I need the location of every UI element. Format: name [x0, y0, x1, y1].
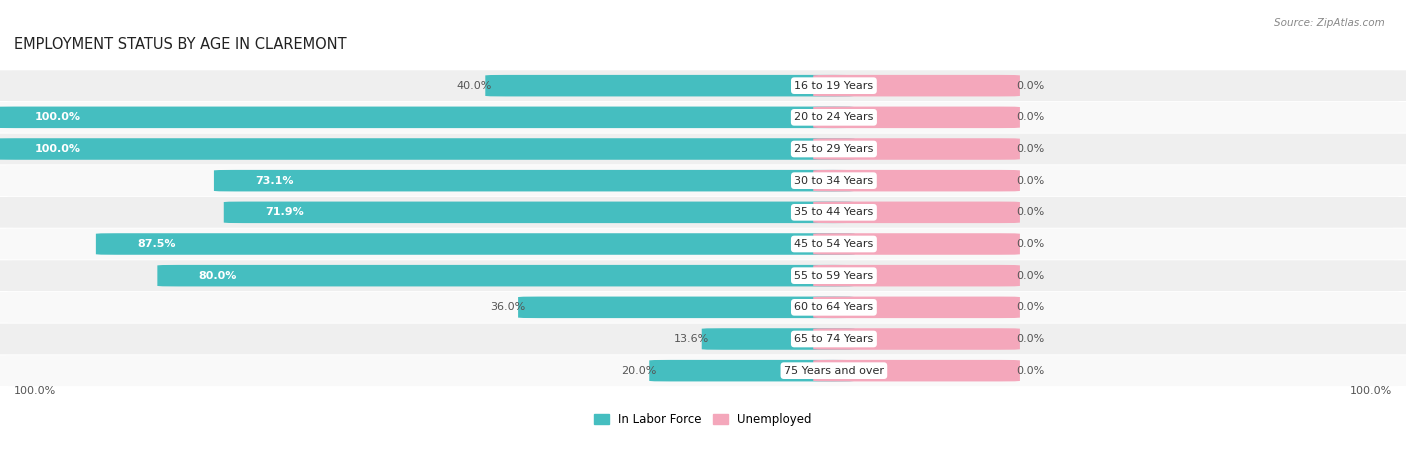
Text: 80.0%: 80.0%	[198, 270, 238, 281]
Text: 0.0%: 0.0%	[1015, 302, 1045, 312]
FancyBboxPatch shape	[813, 265, 1019, 287]
Text: 45 to 54 Years: 45 to 54 Years	[794, 239, 873, 249]
FancyBboxPatch shape	[0, 197, 1406, 228]
Text: Source: ZipAtlas.com: Source: ZipAtlas.com	[1274, 18, 1385, 28]
FancyBboxPatch shape	[813, 297, 1019, 318]
FancyBboxPatch shape	[96, 233, 855, 255]
Text: 16 to 19 Years: 16 to 19 Years	[794, 81, 873, 90]
FancyBboxPatch shape	[224, 202, 855, 223]
FancyBboxPatch shape	[702, 328, 855, 350]
FancyBboxPatch shape	[0, 229, 1406, 259]
Text: 100.0%: 100.0%	[35, 112, 80, 122]
Text: 0.0%: 0.0%	[1015, 81, 1045, 90]
Text: 40.0%: 40.0%	[457, 81, 492, 90]
Legend: In Labor Force, Unemployed: In Labor Force, Unemployed	[589, 409, 817, 431]
Text: 20.0%: 20.0%	[621, 366, 657, 376]
Text: 0.0%: 0.0%	[1015, 270, 1045, 281]
FancyBboxPatch shape	[517, 297, 855, 318]
FancyBboxPatch shape	[0, 134, 1406, 164]
Text: 36.0%: 36.0%	[489, 302, 524, 312]
Text: EMPLOYMENT STATUS BY AGE IN CLAREMONT: EMPLOYMENT STATUS BY AGE IN CLAREMONT	[14, 37, 347, 52]
FancyBboxPatch shape	[0, 138, 855, 160]
Text: 73.1%: 73.1%	[256, 176, 294, 186]
Text: 20 to 24 Years: 20 to 24 Years	[794, 112, 873, 122]
FancyBboxPatch shape	[813, 233, 1019, 255]
FancyBboxPatch shape	[813, 170, 1019, 191]
Text: 25 to 29 Years: 25 to 29 Years	[794, 144, 873, 154]
FancyBboxPatch shape	[0, 324, 1406, 354]
FancyBboxPatch shape	[813, 75, 1019, 96]
Text: 100.0%: 100.0%	[14, 386, 56, 396]
Text: 65 to 74 Years: 65 to 74 Years	[794, 334, 873, 344]
FancyBboxPatch shape	[650, 360, 855, 382]
Text: 71.9%: 71.9%	[266, 207, 304, 217]
FancyBboxPatch shape	[0, 260, 1406, 291]
FancyBboxPatch shape	[0, 356, 1406, 386]
FancyBboxPatch shape	[214, 170, 855, 191]
Text: 0.0%: 0.0%	[1015, 334, 1045, 344]
FancyBboxPatch shape	[0, 165, 1406, 196]
FancyBboxPatch shape	[0, 107, 855, 128]
Text: 0.0%: 0.0%	[1015, 207, 1045, 217]
Text: 87.5%: 87.5%	[138, 239, 176, 249]
Text: 100.0%: 100.0%	[1350, 386, 1392, 396]
Text: 100.0%: 100.0%	[35, 144, 80, 154]
Text: 60 to 64 Years: 60 to 64 Years	[794, 302, 873, 312]
Text: 0.0%: 0.0%	[1015, 366, 1045, 376]
FancyBboxPatch shape	[0, 70, 1406, 101]
FancyBboxPatch shape	[813, 202, 1019, 223]
Text: 0.0%: 0.0%	[1015, 239, 1045, 249]
FancyBboxPatch shape	[813, 138, 1019, 160]
FancyBboxPatch shape	[813, 328, 1019, 350]
FancyBboxPatch shape	[157, 265, 855, 287]
FancyBboxPatch shape	[813, 107, 1019, 128]
Text: 35 to 44 Years: 35 to 44 Years	[794, 207, 873, 217]
FancyBboxPatch shape	[813, 360, 1019, 382]
Text: 0.0%: 0.0%	[1015, 144, 1045, 154]
Text: 30 to 34 Years: 30 to 34 Years	[794, 176, 873, 186]
Text: 0.0%: 0.0%	[1015, 112, 1045, 122]
Text: 0.0%: 0.0%	[1015, 176, 1045, 186]
FancyBboxPatch shape	[0, 102, 1406, 133]
Text: 75 Years and over: 75 Years and over	[785, 366, 884, 376]
FancyBboxPatch shape	[485, 75, 855, 96]
Text: 13.6%: 13.6%	[673, 334, 709, 344]
FancyBboxPatch shape	[0, 292, 1406, 323]
Text: 55 to 59 Years: 55 to 59 Years	[794, 270, 873, 281]
